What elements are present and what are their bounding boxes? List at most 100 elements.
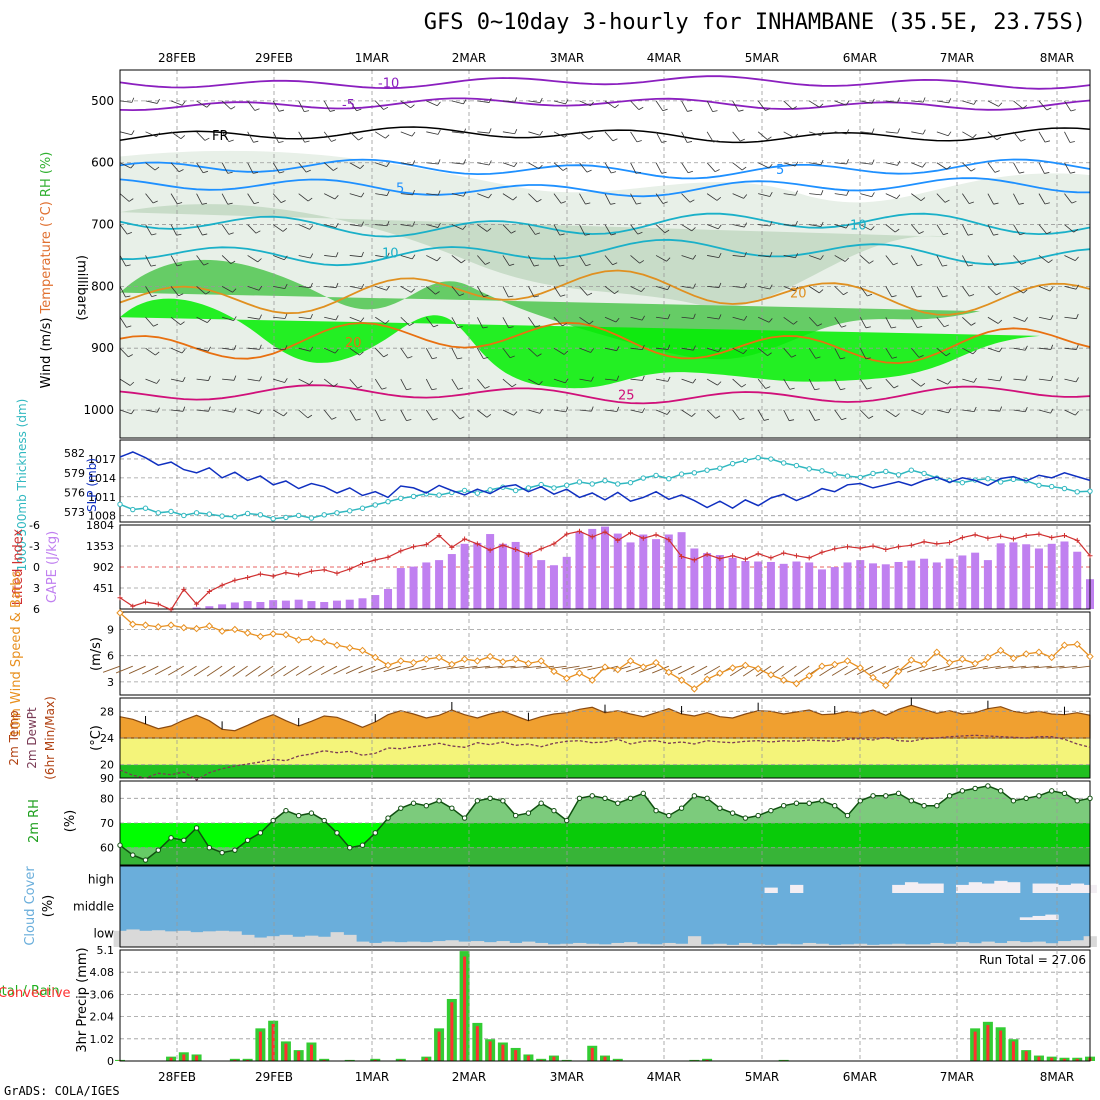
wind-barb — [982, 665, 1001, 670]
wind-barb — [528, 347, 538, 357]
li-point — [793, 553, 799, 559]
wind-barb — [553, 224, 561, 236]
wind-speed-point — [397, 657, 405, 665]
thickness-line-point — [895, 472, 902, 478]
low-cloud-bar — [815, 943, 829, 947]
wind-barb — [681, 162, 689, 174]
wind-barb-flag — [639, 260, 645, 264]
wind-barb-flag — [795, 253, 799, 258]
wind-barb — [426, 224, 439, 228]
temp-tick-label: 90 — [100, 772, 114, 785]
low-cloud-bar — [509, 942, 523, 947]
low-cloud-bar — [981, 941, 995, 947]
wind-barb-flag — [539, 130, 543, 136]
wind-barb-flag — [437, 129, 441, 135]
wind-barb — [1038, 285, 1051, 292]
rh-line-point — [500, 798, 506, 804]
wind-barb-flag — [998, 347, 1003, 353]
wind-barb-flag — [259, 344, 262, 350]
wind-barb — [273, 255, 285, 261]
wind-barb — [1038, 224, 1047, 235]
wind-barb — [426, 131, 439, 135]
wind-barb — [936, 193, 946, 203]
rh-line-point — [525, 810, 532, 816]
wind-barb — [732, 100, 739, 112]
wind-barb — [936, 317, 945, 328]
wind-barb-flag — [769, 191, 773, 197]
wind-barb — [911, 224, 920, 234]
precip-conv-bar — [999, 1030, 1003, 1061]
cape-bar — [830, 567, 839, 609]
wind-barb-flag — [431, 388, 437, 391]
wind-barb — [477, 162, 490, 166]
wind-barb-flag — [255, 230, 261, 234]
wind-barb — [145, 317, 154, 327]
wind-barb — [1089, 193, 1090, 195]
wind-barb-flag — [642, 375, 645, 381]
low-cloud-bar — [573, 942, 587, 947]
high-cloud-bar — [1045, 883, 1059, 893]
wind-barb-flag — [259, 376, 262, 382]
cape-bar — [205, 606, 214, 609]
thickness-line-point — [347, 508, 353, 514]
wind-barb-flag — [1044, 202, 1050, 205]
high-cloud-bar — [1032, 883, 1046, 893]
thickness-line-point — [487, 487, 493, 493]
li-point — [589, 534, 595, 540]
wind-barb-flag — [436, 256, 441, 262]
low-cloud-bar — [994, 942, 1008, 947]
wind-barb — [170, 224, 177, 236]
rh-line-point — [1061, 790, 1068, 797]
wind-barb-flag — [386, 190, 390, 196]
wind-barb — [349, 193, 362, 198]
wind-barb — [298, 100, 305, 112]
wind-barb-flag — [667, 314, 671, 320]
wind-barb-flag — [922, 97, 926, 103]
wind-barb-flag — [513, 411, 518, 416]
high-cloud-bar — [1070, 883, 1085, 893]
wind-barb-flag — [789, 419, 795, 422]
precip-conv-bar — [1050, 1057, 1054, 1061]
li-point — [474, 541, 480, 547]
wind-barb-flag — [309, 380, 314, 385]
thickness-line-point — [295, 512, 302, 519]
wind-barb — [970, 665, 988, 670]
wind-speed-point — [358, 646, 367, 655]
cloud-tick-label: low — [94, 927, 115, 941]
wind-barb — [145, 409, 158, 413]
wind-barb — [298, 347, 311, 352]
wind-barb-flag — [361, 221, 364, 227]
wind-barb-flag — [948, 98, 952, 104]
minmax-label: (6hr Min/Max) — [43, 696, 57, 780]
wind-barb-flag — [1075, 411, 1079, 416]
cape-bar — [1034, 548, 1043, 609]
wind-barb — [859, 286, 868, 297]
rh-line-point — [704, 795, 710, 801]
rh-line-point — [181, 837, 187, 843]
wind-barb — [115, 665, 133, 674]
wind-barb — [758, 224, 771, 227]
wind-barb-flag — [459, 293, 465, 297]
wind-barb-flag — [1050, 408, 1054, 414]
li-point — [219, 582, 225, 588]
wind-barb-flag — [840, 357, 846, 360]
wind-barb-flag — [763, 418, 770, 421]
wind-barb — [732, 224, 745, 228]
wind-barb-flag — [769, 252, 773, 257]
wind-barb-flag — [284, 255, 288, 261]
wind-barb-flag — [284, 313, 288, 319]
wind-barb-flag — [483, 294, 489, 298]
cape-bar — [537, 560, 546, 609]
cape-bar — [1022, 544, 1031, 609]
wind-barb — [298, 378, 310, 385]
wind-barb — [604, 286, 615, 294]
wind-barb — [400, 316, 410, 326]
wind-barb — [936, 100, 949, 104]
wind-barb-flag — [769, 284, 773, 290]
wind-speed-point — [728, 664, 737, 672]
precip-legend-convective: Convective — [0, 986, 71, 1001]
li-point — [602, 529, 608, 535]
wind-barb-flag — [1075, 284, 1079, 290]
rh-line-point — [1010, 798, 1017, 804]
wind-barb — [477, 317, 484, 329]
